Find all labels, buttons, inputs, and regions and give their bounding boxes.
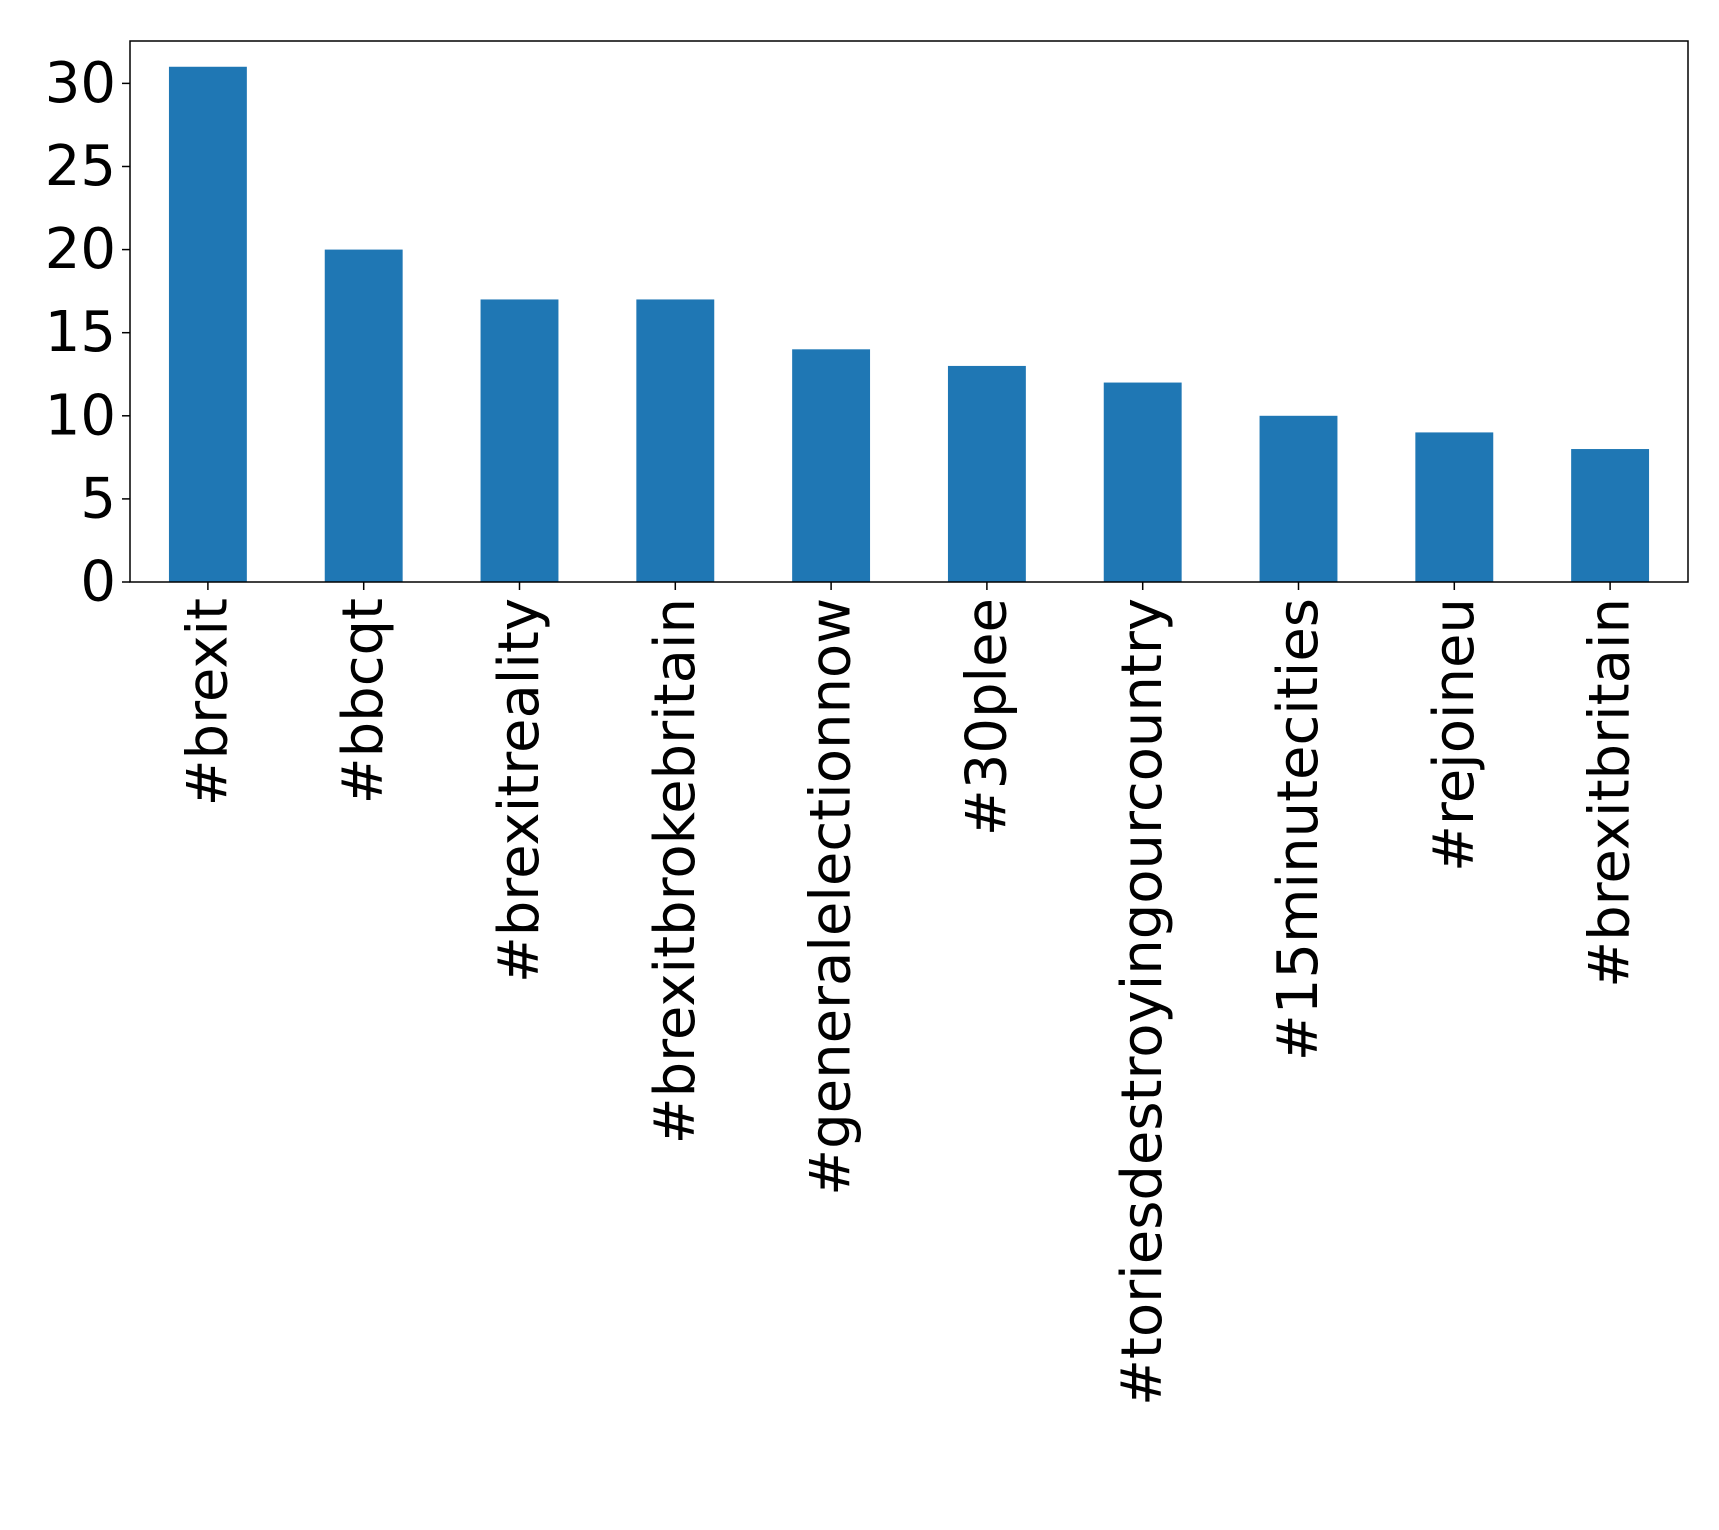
x-tick-label-1: #bbcqt xyxy=(331,598,396,804)
x-tick-label-6: #toriesdestroyingourcountry xyxy=(1110,598,1175,1406)
y-tick-label-5: 25 xyxy=(45,134,116,199)
x-tick-label-0: #brexit xyxy=(175,598,240,806)
y-tick-label-6: 30 xyxy=(45,51,116,116)
x-axis: #brexit #bbcqt #brexitreality #brexitbrokeb… xyxy=(175,582,1643,1406)
bar-7 xyxy=(1259,415,1338,582)
x-tick-label-9: #brexitbritain xyxy=(1578,598,1643,988)
y-tick-label-0: 0 xyxy=(80,550,116,615)
bar-0 xyxy=(168,66,247,582)
bar-1 xyxy=(324,249,403,583)
bar-2 xyxy=(480,299,559,582)
x-tick-label-7: #15minutecities xyxy=(1266,598,1331,1061)
y-tick-label-4: 20 xyxy=(45,217,116,282)
y-tick-label-2: 10 xyxy=(45,383,116,448)
y-axis: 0 5 10 15 20 25 30 xyxy=(45,51,130,615)
y-tick-label-1: 5 xyxy=(80,466,116,531)
bars-group xyxy=(168,66,1650,583)
x-tick-label-5: #30plee xyxy=(954,598,1019,836)
x-tick-label-3: #brexitbrokebritain xyxy=(643,598,708,1144)
x-tick-label-4: #generalelectionnow xyxy=(799,598,864,1196)
x-tick-label-2: #brexitreality xyxy=(487,598,552,983)
bar-5 xyxy=(947,365,1026,582)
bar-4 xyxy=(792,349,871,582)
bar-3 xyxy=(636,299,715,582)
x-tick-label-8: #rejoineu xyxy=(1422,598,1487,872)
bar-6 xyxy=(1103,382,1182,582)
bar-8 xyxy=(1415,432,1494,582)
y-tick-label-3: 15 xyxy=(45,300,116,365)
plot-frame xyxy=(129,40,1689,583)
bar-9 xyxy=(1571,449,1650,582)
